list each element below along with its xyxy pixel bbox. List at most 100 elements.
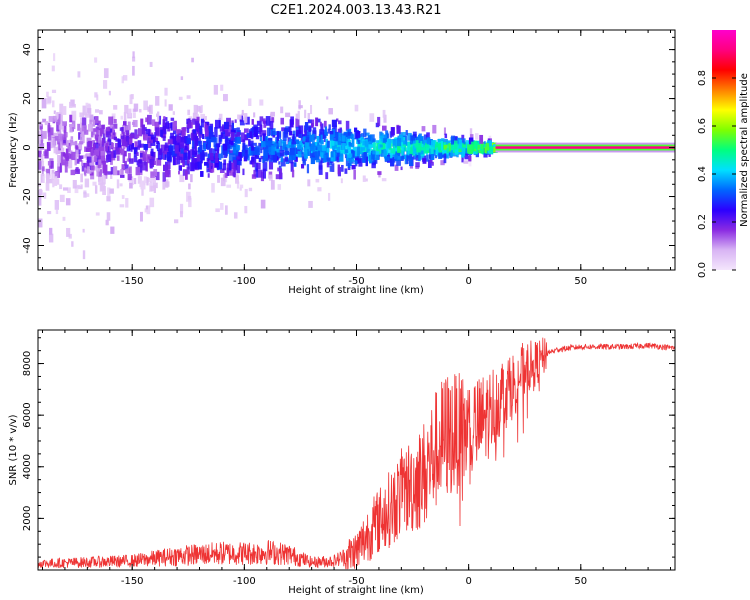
spectrogram-cell — [297, 110, 300, 120]
spectrogram-cell — [106, 131, 111, 138]
spectrogram-cell — [382, 138, 388, 144]
spectrogram-cell — [161, 152, 164, 160]
spectrogram-cell — [95, 212, 100, 216]
spectrogram-cell — [251, 147, 257, 155]
spectrogram-cell — [480, 143, 483, 149]
spectrogram-cell — [463, 160, 469, 164]
spectrogram-cell — [193, 104, 198, 115]
spectrogram-cell — [242, 168, 245, 176]
spectrogram-cell — [246, 147, 249, 158]
spectrogram-cell — [327, 128, 331, 134]
spectrogram-cell — [454, 140, 458, 150]
spectrogram-cell — [191, 118, 196, 125]
spectrogram-cell — [92, 181, 97, 186]
colorbar-tick-label: 0.6 — [697, 118, 708, 134]
spectrogram-cell — [103, 68, 109, 79]
spectrogram-cell — [234, 157, 239, 165]
spectrogram-cell — [344, 152, 348, 159]
spectrogram-cell — [188, 183, 191, 190]
spectrogram-cell — [248, 146, 253, 156]
spectrogram-cell — [125, 136, 129, 146]
spectrogram-cell — [325, 138, 328, 149]
spectrogram-cell — [301, 164, 305, 169]
spectrogram-cell — [295, 118, 300, 129]
spectrogram-cell — [300, 152, 306, 158]
spectrogram-cell — [373, 141, 376, 150]
spectrogram-cell — [230, 129, 236, 133]
spectrogram-cell — [423, 134, 428, 144]
spectrogram-cell — [69, 125, 73, 133]
spectrogram-cell — [451, 147, 456, 153]
spectrogram-cell — [289, 148, 295, 156]
spectrogram-cell — [404, 147, 409, 152]
spectrogram-cell — [183, 160, 189, 166]
colorbar-strip — [712, 30, 736, 270]
spectrogram-cell — [134, 129, 138, 140]
spectrogram-cell — [146, 154, 151, 164]
spectrogram-cell — [241, 113, 246, 121]
spectrogram-cell — [86, 137, 92, 142]
spectrogram-cell — [493, 143, 496, 152]
spectrogram-cell — [220, 84, 224, 91]
spectrogram-cell — [323, 134, 326, 143]
spectrogram-cell — [140, 180, 146, 190]
spectrogram-y-ticks: -40 -20 0 20 40 — [22, 36, 675, 271]
spectrogram-cell — [373, 157, 378, 164]
spectrogram-cell — [372, 150, 376, 155]
spectrogram-cell — [84, 162, 90, 173]
spectrogram-cell — [170, 132, 175, 139]
spectrogram-cell — [143, 127, 147, 132]
spectrogram-cell — [191, 146, 195, 156]
spectrogram-cell — [249, 131, 253, 139]
spectrogram-cell — [92, 143, 96, 149]
spectrogram-cell — [107, 187, 111, 197]
colorbar-tick-label: 0.8 — [697, 70, 708, 86]
spectrogram-cell — [162, 119, 166, 126]
spectrogram-cell — [47, 211, 52, 215]
spectrogram-cell — [84, 178, 90, 188]
spectrogram-cell — [133, 156, 138, 163]
spectrogram-cell — [371, 162, 376, 169]
spectrogram-cell — [357, 158, 362, 164]
spectrogram-cell — [223, 94, 228, 102]
spectrogram-cell — [70, 99, 75, 106]
spectrogram-cell — [151, 119, 156, 126]
spectrogram-cell — [211, 136, 216, 143]
spectrogram-cell — [262, 162, 268, 172]
spectrogram-cell — [340, 178, 343, 184]
spectrogram-cell — [303, 153, 308, 159]
spectrogram-cell — [323, 148, 326, 154]
spectrogram-cell — [360, 147, 365, 151]
spectrogram-cell — [99, 146, 104, 151]
spectrogram-cell — [280, 106, 284, 114]
spectrogram-cell — [170, 122, 173, 131]
spectrogram-cell — [38, 161, 42, 170]
spectrogram-cell — [70, 136, 74, 140]
spectrogram-cell — [244, 188, 248, 198]
spectrogram-cell — [62, 121, 67, 126]
spectrogram-cell — [42, 176, 45, 184]
spectrogram-cell — [141, 124, 145, 135]
spectrogram-cell — [235, 144, 239, 151]
spectrogram-cell — [297, 151, 302, 158]
spectrogram-cell — [390, 148, 396, 154]
snr-x-tick-label: -100 — [233, 576, 256, 587]
spectrogram-cell — [276, 148, 281, 157]
spectrogram-cell — [132, 51, 135, 59]
spectrogram-cell — [231, 122, 234, 133]
spectrogram-cell — [84, 129, 89, 135]
spectrogram-cell — [105, 127, 111, 136]
spectrogram-cell — [97, 120, 101, 127]
spectrogram-cell — [305, 142, 310, 150]
snr-x-tick-label: -50 — [348, 576, 364, 587]
spectrogram-cell — [154, 121, 160, 131]
spectrogram-cell — [136, 160, 139, 166]
spectrogram-cell — [143, 176, 148, 184]
spectrogram-cell — [174, 152, 178, 157]
spectrogram-cell — [75, 167, 79, 172]
spectrogram-cell — [75, 149, 79, 158]
spectrogram-cell — [232, 159, 237, 170]
spectrogram-cell — [82, 105, 87, 116]
spectrogram-cell — [280, 117, 285, 125]
spectrogram-cell — [426, 132, 430, 142]
